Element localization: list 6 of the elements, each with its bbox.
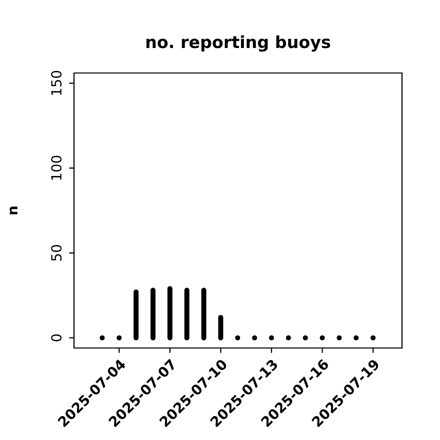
chart-title: no. reporting buoys (146, 35, 330, 52)
y-tick-label: 50 (51, 245, 62, 261)
y-tick-label: 0 (51, 334, 62, 342)
y-axis-title: n (10, 206, 18, 214)
y-tick-label: 100 (51, 156, 62, 180)
y-tick-label: 150 (51, 70, 62, 95)
